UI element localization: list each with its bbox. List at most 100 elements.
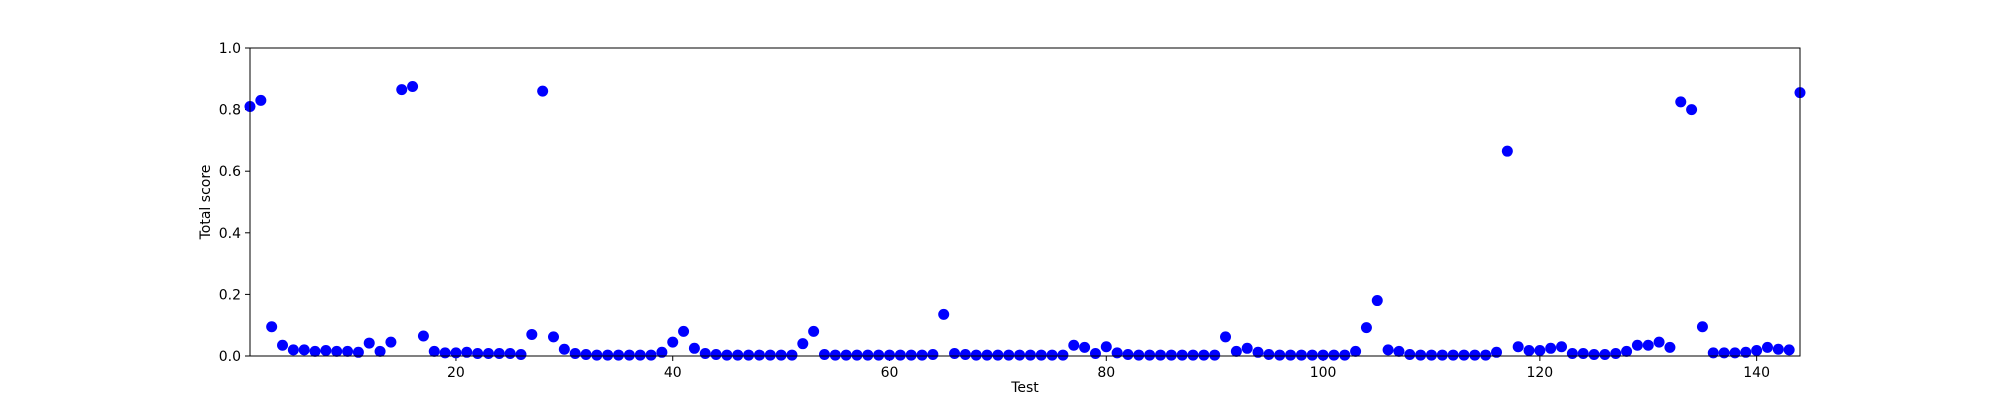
- point: [1393, 345, 1405, 357]
- point: [352, 346, 364, 358]
- point: [927, 348, 939, 360]
- point: [1729, 347, 1741, 359]
- point: [1382, 344, 1394, 356]
- point: [1035, 349, 1047, 361]
- point: [1371, 295, 1383, 307]
- point: [1198, 349, 1210, 361]
- point: [482, 348, 494, 360]
- point: [1501, 145, 1513, 157]
- point: [1306, 349, 1318, 361]
- y-tick-label: 1.0: [219, 41, 241, 57]
- point: [1447, 349, 1459, 361]
- point: [764, 349, 776, 361]
- x-tick-label: 40: [664, 365, 682, 381]
- x-tick-label: 80: [1097, 365, 1115, 381]
- point: [1274, 349, 1286, 361]
- point: [472, 348, 484, 360]
- point: [1556, 341, 1568, 353]
- point: [526, 328, 538, 340]
- point: [613, 349, 625, 361]
- point: [1621, 345, 1633, 357]
- point: [873, 349, 885, 361]
- point: [1328, 349, 1340, 361]
- point: [1285, 349, 1297, 361]
- point: [1122, 348, 1134, 360]
- point: [1252, 346, 1264, 358]
- point: [862, 349, 874, 361]
- point: [396, 84, 408, 96]
- axes-frame: [249, 47, 1801, 357]
- point: [894, 349, 906, 361]
- point: [1425, 349, 1437, 361]
- point: [515, 348, 527, 360]
- point: [645, 349, 657, 361]
- point: [1209, 349, 1221, 361]
- point: [623, 349, 635, 361]
- point: [547, 331, 559, 343]
- point: [818, 348, 830, 360]
- point: [1220, 331, 1232, 343]
- point: [1545, 342, 1557, 354]
- point: [1295, 349, 1307, 361]
- point: [699, 348, 711, 360]
- point: [981, 349, 993, 361]
- point: [320, 344, 332, 356]
- point: [1024, 349, 1036, 361]
- point: [450, 347, 462, 359]
- point: [428, 345, 440, 357]
- point: [1566, 348, 1578, 360]
- point: [667, 336, 679, 348]
- point: [537, 85, 549, 97]
- point: [829, 349, 841, 361]
- point: [1350, 345, 1362, 357]
- point: [949, 348, 961, 360]
- point: [374, 345, 386, 357]
- point: [1512, 341, 1524, 353]
- point: [1404, 348, 1416, 360]
- point: [1317, 349, 1329, 361]
- point: [1675, 96, 1687, 108]
- point: [266, 321, 278, 333]
- point: [1664, 341, 1676, 353]
- point: [678, 325, 690, 337]
- y-tick-label: 0.0: [219, 349, 241, 365]
- point: [1339, 349, 1351, 361]
- point: [1783, 344, 1795, 356]
- point: [1360, 322, 1372, 334]
- point: [959, 348, 971, 360]
- point: [569, 348, 581, 360]
- x-tick-label: 140: [1743, 365, 1770, 381]
- point: [1707, 347, 1719, 359]
- point: [1003, 349, 1015, 361]
- point: [407, 81, 419, 92]
- point: [916, 349, 928, 361]
- x-tick-label: 120: [1526, 365, 1553, 381]
- point: [1079, 341, 1091, 353]
- point: [938, 308, 950, 320]
- point: [385, 336, 397, 348]
- point: [1740, 346, 1752, 358]
- point: [721, 349, 733, 361]
- point: [753, 349, 765, 361]
- point: [1653, 336, 1665, 348]
- point: [797, 338, 809, 350]
- point: [1523, 344, 1535, 356]
- point: [1577, 348, 1589, 360]
- point: [363, 337, 375, 349]
- point: [1014, 349, 1026, 361]
- point: [1089, 348, 1101, 360]
- point: [1772, 343, 1784, 355]
- point: [342, 345, 354, 357]
- y-tick-label: 0.6: [219, 164, 241, 180]
- point: [255, 94, 267, 106]
- point: [1187, 349, 1199, 361]
- point: [1696, 321, 1708, 333]
- point: [743, 349, 755, 361]
- point: [1144, 349, 1156, 361]
- point: [1436, 349, 1448, 361]
- point: [884, 349, 896, 361]
- point: [1263, 348, 1275, 360]
- point: [1610, 348, 1622, 360]
- point: [580, 348, 592, 360]
- point: [493, 348, 505, 360]
